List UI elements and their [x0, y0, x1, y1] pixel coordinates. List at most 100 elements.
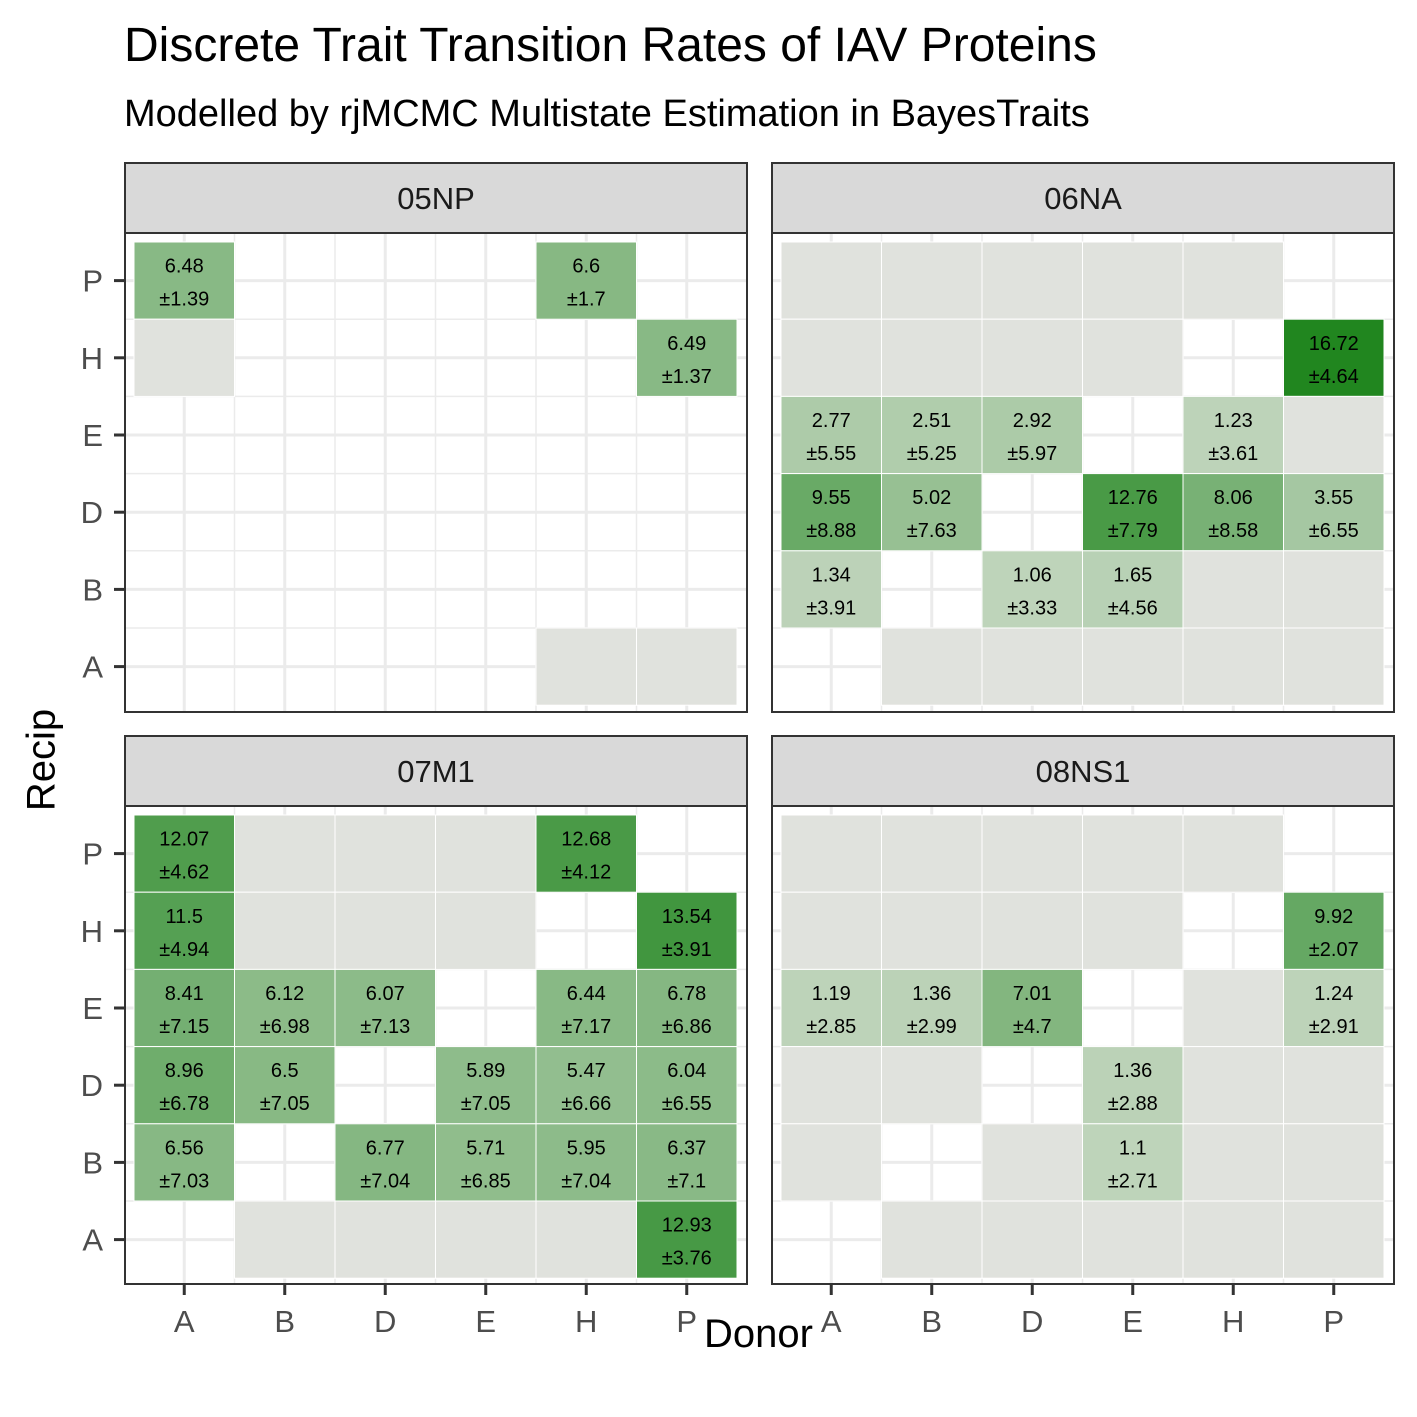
heatmap-tile [133, 1046, 235, 1125]
tile-sd-label: ±4.12 [561, 862, 611, 884]
tile-sd-label: ±7.1 [667, 1170, 706, 1192]
heatmap-tile [234, 1200, 336, 1279]
heatmap-tile [535, 627, 637, 706]
tile-value-label: 1.36 [1113, 1060, 1152, 1082]
tile-value-label: 1.36 [912, 983, 951, 1005]
heatmap-tile [334, 814, 436, 893]
tile-value-label: 1.23 [1214, 410, 1253, 432]
x-tick-label: A [174, 1304, 195, 1339]
tile-value-label: 6.56 [165, 1137, 204, 1159]
heatmap-tile [981, 814, 1083, 893]
heatmap-tile [133, 968, 235, 1048]
tile-value-label: 6.6 [572, 256, 600, 278]
tile-sd-label: ±7.15 [159, 1016, 209, 1038]
tile-value-label: 1.06 [1013, 564, 1052, 586]
heatmap-tile [881, 1200, 983, 1279]
tile-value-label: 8.06 [1214, 487, 1253, 509]
tile-sd-label: ±4.62 [159, 862, 209, 884]
tile-sd-label: ±6.55 [662, 1093, 712, 1115]
heatmap-tile [981, 395, 1083, 475]
tile-sd-label: ±7.05 [260, 1093, 310, 1115]
tile-sd-label: ±5.55 [806, 443, 856, 465]
tile-value-label: 1.24 [1314, 983, 1353, 1005]
heatmap-tile [234, 968, 336, 1048]
tile-value-label: 6.07 [366, 983, 405, 1005]
tile-sd-label: ±1.37 [662, 366, 712, 388]
heatmap-tile [1082, 318, 1184, 397]
heatmap-tile [981, 550, 1083, 629]
tile-sd-label: ±7.79 [1108, 520, 1158, 542]
tile-sd-label: ±2.07 [1309, 939, 1359, 961]
tile-sd-label: ±2.85 [806, 1016, 856, 1038]
heatmap-tile [636, 1200, 738, 1279]
heatmap-tile [535, 968, 637, 1048]
heatmap-tile [636, 891, 738, 970]
heatmap-tile [535, 1046, 637, 1125]
tile-value-label: 12.68 [561, 829, 611, 851]
facet-strip [124, 735, 748, 807]
tile-value-label: 6.12 [265, 983, 304, 1005]
heatmap-tile [1182, 627, 1284, 706]
heatmap-tile [881, 318, 983, 397]
heatmap-tile [636, 627, 738, 706]
tile-sd-label: ±3.33 [1007, 597, 1057, 619]
facet-strip-label: 07M1 [397, 754, 475, 789]
tile-sd-label: ±6.55 [1309, 520, 1359, 542]
tile-sd-label: ±2.99 [907, 1016, 957, 1038]
heatmap-tile [435, 1046, 537, 1125]
heatmap-tile [1182, 395, 1284, 475]
heatmap-tile [133, 1123, 235, 1202]
heatmap-tile [981, 627, 1083, 706]
heatmap-tile [234, 891, 336, 970]
heatmap-tile [1082, 550, 1184, 629]
heatmap-tile [334, 891, 436, 970]
heatmap-tile [1082, 627, 1184, 706]
heatmap-tile [1082, 1123, 1184, 1202]
heatmap-tile [1283, 318, 1385, 397]
panel-border [124, 805, 748, 1285]
heatmap-tile [1283, 473, 1385, 552]
y-tick-label: B [82, 572, 103, 607]
tile-value-label: 6.5 [271, 1060, 299, 1082]
heatmap-tile [636, 318, 738, 397]
heatmap-tile [435, 814, 537, 893]
tile-value-label: 8.41 [165, 983, 204, 1005]
x-tick-label: H [1222, 1304, 1244, 1339]
tile-value-label: 6.48 [165, 256, 204, 278]
x-tick-label: E [475, 1304, 496, 1339]
tile-value-label: 1.65 [1113, 564, 1152, 586]
tile-value-label: 6.78 [667, 983, 706, 1005]
tile-sd-label: ±3.76 [662, 1248, 712, 1270]
heatmap-tile [981, 318, 1083, 397]
heatmap-tile [1182, 814, 1284, 893]
y-tick-label: E [82, 991, 103, 1026]
tile-value-label: 6.44 [567, 983, 606, 1005]
heatmap-tile [881, 241, 983, 320]
tile-sd-label: ±6.86 [662, 1016, 712, 1038]
heatmap-tile [435, 1123, 537, 1202]
y-tick-label: A [82, 1223, 103, 1258]
x-tick-label: P [1323, 1304, 1344, 1339]
tile-value-label: 5.89 [466, 1060, 505, 1082]
heatmap-tile [780, 550, 882, 629]
tile-value-label: 2.92 [1013, 410, 1052, 432]
panel-border [124, 232, 748, 713]
y-tick-label: P [82, 264, 103, 299]
tile-value-label: 3.55 [1314, 487, 1353, 509]
tile-value-label: 1.19 [812, 983, 851, 1005]
tile-sd-label: ±7.17 [561, 1016, 611, 1038]
tile-value-label: 2.51 [912, 410, 951, 432]
heatmap-tile [780, 395, 882, 475]
heatmap-tile [981, 1200, 1083, 1279]
tile-value-label: 5.95 [567, 1137, 606, 1159]
heatmap-tile [1182, 241, 1284, 320]
heatmap-tile [334, 1200, 436, 1279]
tile-value-label: 1.34 [812, 564, 851, 586]
tile-sd-label: ±3.91 [806, 597, 856, 619]
heatmap-tile [1082, 241, 1184, 320]
tile-value-label: 7.01 [1013, 983, 1052, 1005]
tile-value-label: 6.04 [667, 1060, 706, 1082]
facet-strip-label: 08NS1 [1036, 754, 1131, 789]
heatmap-tile [1082, 1046, 1184, 1125]
heatmap-tile [780, 318, 882, 397]
